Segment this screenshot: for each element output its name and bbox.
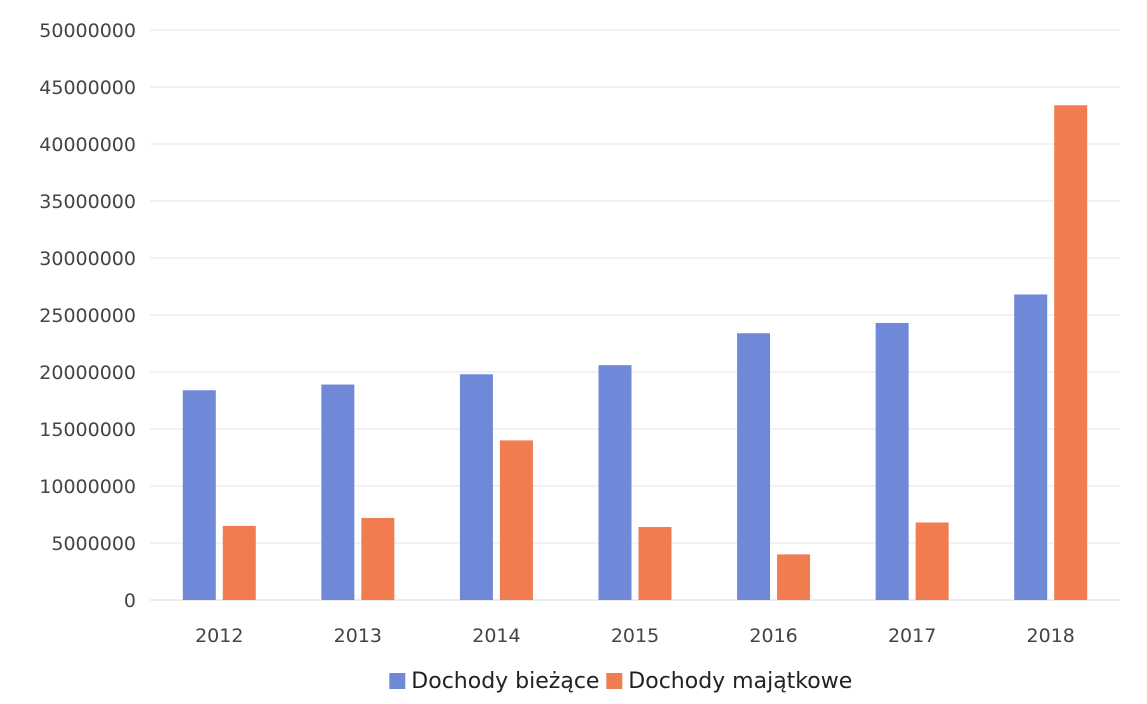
x-tick-label: 2018 bbox=[1027, 625, 1075, 647]
y-axis-tick-labels: 0 5000000 10000000 15000000 20000000 25000000… bbox=[39, 20, 136, 612]
x-tick-label: 2012 bbox=[195, 625, 243, 647]
legend-swatch bbox=[606, 673, 623, 689]
legend-label: Dochody majątkowe bbox=[628, 669, 852, 694]
bar-2012-series-1 bbox=[222, 525, 256, 600]
grid bbox=[150, 29, 1120, 601]
y-tick-label: 10000000 bbox=[39, 476, 136, 498]
legend: Dochody bieżące Dochody majątkowe bbox=[389, 669, 852, 694]
y-tick-label: 20000000 bbox=[39, 362, 136, 384]
bar-2014-series-1 bbox=[499, 440, 533, 600]
y-tick-label: 15000000 bbox=[39, 419, 136, 441]
y-tick-label: 40000000 bbox=[39, 134, 136, 156]
bar-2018-series-1 bbox=[1054, 105, 1088, 601]
x-tick-label: 2017 bbox=[888, 625, 936, 647]
bar-2015-series-0 bbox=[598, 365, 632, 600]
y-tick-label: 5000000 bbox=[51, 533, 136, 555]
bars bbox=[182, 105, 1088, 601]
legend-swatch bbox=[389, 673, 406, 689]
bar-2018-series-0 bbox=[1014, 294, 1048, 600]
y-tick-label: 45000000 bbox=[39, 77, 136, 99]
bar-2015-series-1 bbox=[638, 527, 672, 600]
bar-2013-series-0 bbox=[321, 384, 355, 600]
x-tick-label: 2014 bbox=[472, 625, 520, 647]
bar-2013-series-1 bbox=[361, 517, 395, 600]
y-tick-label: 35000000 bbox=[39, 191, 136, 213]
y-tick-label: 25000000 bbox=[39, 305, 136, 327]
y-tick-label: 0 bbox=[124, 590, 136, 612]
x-tick-label: 2013 bbox=[334, 625, 382, 647]
legend-label: Dochody bieżące bbox=[411, 669, 599, 694]
bar-2012-series-0 bbox=[182, 390, 216, 600]
y-tick-label: 30000000 bbox=[39, 248, 136, 270]
x-axis-tick-labels: 2012 2013 2014 2015 2016 2017 2018 bbox=[195, 625, 1075, 647]
x-tick-label: 2015 bbox=[611, 625, 659, 647]
bar-2016-series-1 bbox=[777, 554, 811, 600]
x-tick-label: 2016 bbox=[749, 625, 797, 647]
bar-2016-series-0 bbox=[737, 333, 771, 600]
bar-2017-series-1 bbox=[915, 522, 949, 600]
y-tick-label: 50000000 bbox=[39, 20, 136, 42]
bar-2017-series-0 bbox=[875, 322, 909, 600]
bar-2014-series-0 bbox=[459, 374, 493, 600]
